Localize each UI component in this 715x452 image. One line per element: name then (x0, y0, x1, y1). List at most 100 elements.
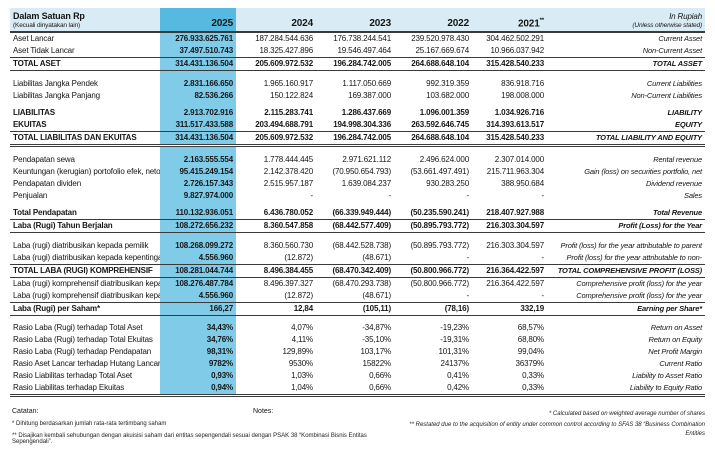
value-2023: 169.387.000 (348, 90, 391, 100)
value-2025: 82.536.266 (160, 89, 236, 102)
row-label-en: Dividend revenue (646, 179, 702, 188)
value-2023: 19.546.497.464 (337, 46, 391, 55)
row-label-en: EQUITY (674, 119, 702, 129)
row-label: Aset Lancar (13, 34, 55, 43)
value-2025: 9.827.974.000 (160, 190, 236, 202)
value-2025: 2.726.157.343 (160, 178, 236, 190)
value-2021: 99,04% (517, 347, 544, 356)
value-2023: (68.442.577.409) (316, 219, 394, 233)
title-id: Dalam Satuan Rp (13, 11, 85, 21)
year-column-2022: 2022 (394, 8, 472, 33)
value-2021: 68,80% (517, 335, 544, 344)
row-label-en: Sales (683, 191, 702, 200)
spacer-cell (316, 71, 394, 78)
value-2024: 205.609.972.532 (236, 57, 316, 71)
value-2024: 8.496.384.455 (236, 263, 316, 278)
spacer-row (10, 70, 705, 78)
row-label: Rasio Laba (Rugi) terhadap Total Ekuitas (13, 335, 153, 344)
footnote-2-id: ** Disajikan kembali sehubungan dengan a… (12, 433, 367, 445)
value-2025: 166,27 (160, 301, 236, 316)
spacer-row (10, 232, 705, 240)
row-label: EKUITAS (13, 119, 47, 129)
subtitle-id: (Kecuali dinyatakan lain) (13, 22, 81, 29)
spacer-cell (394, 233, 472, 240)
table-row: TOTAL LABA (RUGI) KOMPREHENSIF 108.281.04… (10, 263, 705, 278)
value-2024: 2.115.283.741 (264, 107, 313, 117)
value-2023: 176.738.244.541 (333, 34, 391, 43)
value-2024: 205.609.972.532 (236, 130, 316, 147)
value-2021: - (541, 252, 544, 262)
value-2023: 196.284.742.005 (316, 57, 394, 71)
value-2022: (50.235.590.241) (394, 207, 472, 220)
row-label: Total Pendapatan (10, 207, 160, 220)
value-2021: 216.364.422.597 (472, 263, 547, 278)
spacer-row (10, 202, 705, 207)
value-2024: 8.360.560.730 (263, 240, 313, 250)
row-label-en: Profit (loss) for the year attributable … (566, 252, 702, 262)
value-2021: 216.303.304.597 (486, 240, 544, 250)
value-2024: 8.496.397.327 (263, 278, 313, 288)
row-label: Laba (Rugi) per Saham* (10, 301, 160, 316)
value-2022: 1.096.001.359 (419, 107, 469, 117)
spacer-cell (236, 71, 316, 78)
spacer-cell (472, 71, 547, 78)
row-label: LIABILITAS (13, 107, 55, 117)
row-label-en: Total Revenue (547, 207, 705, 220)
table-row: Laba (rugi) diatribusikan kepada kepenti… (10, 251, 705, 264)
spacer-cell (316, 145, 394, 154)
value-2022: -19,23% (440, 323, 469, 332)
restated-marker: ** (539, 17, 545, 24)
row-label-en: Current Ratio (659, 359, 702, 368)
value-2022: (78,16) (394, 301, 472, 316)
value-2025: 108.272.656.232 (160, 219, 236, 233)
row-label: TOTAL LIABILITAS DAN EKUITAS (10, 130, 160, 147)
table-row: EKUITAS 311.517.433.588 203.494.688.791 194… (10, 118, 705, 131)
spacer-cell (394, 315, 472, 322)
value-2023: (68.442.528.738) (332, 240, 391, 250)
value-2022: 263.592.646.745 (411, 119, 469, 129)
value-2021: 0,33% (522, 371, 544, 380)
value-2025: 108.276.487.784 (160, 277, 236, 290)
value-2025: 4.556.960 (160, 289, 236, 302)
row-label-en: Non-Current Liabilities (631, 90, 702, 100)
financial-table-body: Aset Lancar 276.933.625.761 187.284.544.63… (10, 32, 705, 397)
footer: Catatan: Notes: * Dihitung berdasarkan j… (10, 408, 705, 452)
value-2024: 9530% (288, 359, 313, 368)
value-2025: 108.281.044.744 (160, 263, 236, 278)
spacer-cell (10, 71, 160, 78)
value-2021: 0,33% (472, 382, 547, 397)
row-label-en: Profit (loss) for the year attributable … (560, 240, 703, 250)
row-label-en: TOTAL LIABILITY AND EQUITY (547, 130, 705, 147)
spacer-cell (160, 101, 236, 107)
row-label: TOTAL ASET (10, 57, 160, 71)
table-row: Rasio Laba (Rugi) terhadap Total Ekuitas… (10, 334, 705, 346)
row-label: Liabilitas Jangka Panjang (13, 90, 100, 100)
value-2025: 34,43% (160, 322, 236, 334)
spacer-cell (547, 71, 705, 78)
table-row: Laba (Rugi) Tahun Berjalan 108.272.656.23… (10, 219, 705, 233)
value-2021: 1.034.926.716 (494, 107, 544, 117)
value-2022: 239.520.978.430 (411, 34, 469, 43)
value-2022: 0,42% (394, 382, 472, 397)
value-2024: 129,89% (282, 347, 313, 356)
table-row: Rasio Laba (Rugi) terhadap Total Aset 34,… (10, 322, 705, 334)
footnote-1-en: * Calculated based on weighted average n… (548, 411, 705, 417)
financial-summary-table: Dalam Satuan Rp (Kecuali dinyatakan lain… (10, 8, 705, 397)
value-2022: -19,31% (440, 335, 469, 344)
value-2023: (105,11) (316, 301, 394, 316)
value-2022: (53.661.497.491) (410, 167, 469, 176)
value-2022: (50.895.793.772) (394, 219, 472, 233)
value-2025: 314.431.136.504 (160, 130, 236, 147)
spacer-row (10, 101, 705, 107)
value-2024: 2.142.378.420 (263, 167, 313, 176)
value-2023: (48.671) (362, 290, 391, 300)
table-row: Total Pendapatan 110.132.936.051 6.436.780… (10, 207, 705, 220)
value-2025: 2.831.166.650 (160, 77, 236, 90)
value-2021: 216.364.422.597 (486, 278, 544, 288)
value-2022: 264.688.648.104 (394, 57, 472, 71)
row-label: Laba (rugi) diatribusikan kepada kepenti… (13, 252, 160, 262)
row-label-en: TOTAL COMPREHENSIVE PROFIT (LOSS) (547, 263, 705, 278)
value-2024: 2.515.957.187 (263, 179, 313, 188)
spacer-cell (316, 315, 394, 322)
value-2021: 315.428.540.233 (472, 57, 547, 71)
